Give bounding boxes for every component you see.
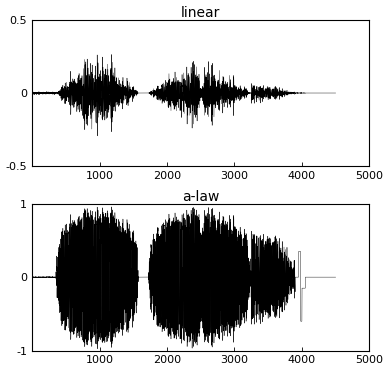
Title: linear: linear bbox=[181, 6, 221, 20]
Title: a-law: a-law bbox=[182, 190, 219, 204]
